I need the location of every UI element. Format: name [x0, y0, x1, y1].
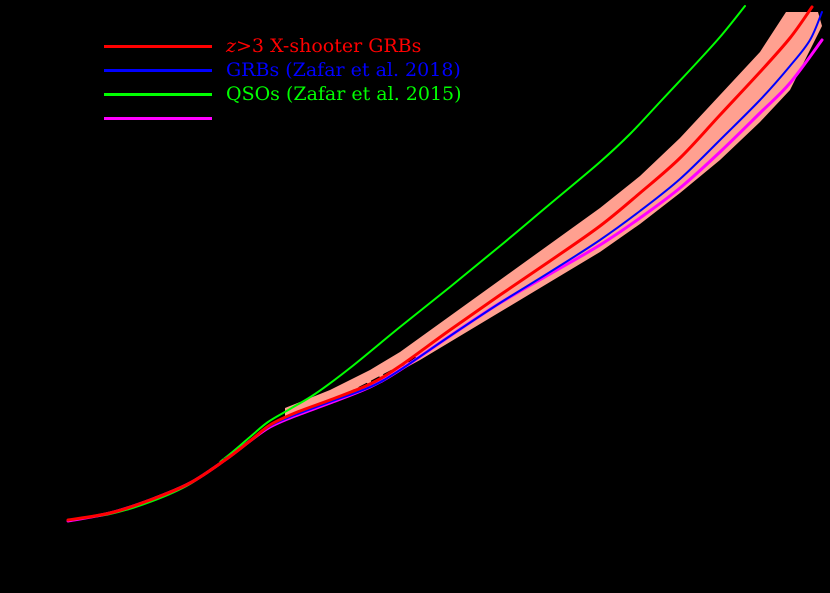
data-lines: [66, 5, 824, 523]
uncertainty-band: [285, 12, 822, 418]
uncertainty-bands: [285, 12, 822, 418]
legend-item-magenta: [104, 106, 462, 130]
legend-label-grbs-2018: GRBs (Zafar et al. 2018): [226, 59, 461, 81]
legend-swatch-magenta: [104, 116, 212, 120]
legend: z>3 X-shooter GRBs GRBs (Zafar et al. 20…: [104, 34, 462, 130]
series-line: [66, 5, 814, 522]
legend-swatch-red: [104, 44, 212, 48]
legend-item-xshooter: z>3 X-shooter GRBs: [104, 34, 462, 58]
legend-swatch-blue: [104, 68, 212, 72]
legend-swatch-green: [104, 92, 212, 96]
legend-item-qsos-2015: QSOs (Zafar et al. 2015): [104, 82, 462, 106]
legend-label-qsos-2015: QSOs (Zafar et al. 2015): [226, 83, 462, 105]
series-line: [67, 357, 416, 519]
legend-item-grbs-2018: GRBs (Zafar et al. 2018): [104, 58, 462, 82]
legend-label-xshooter: z>3 X-shooter GRBs: [226, 35, 422, 57]
